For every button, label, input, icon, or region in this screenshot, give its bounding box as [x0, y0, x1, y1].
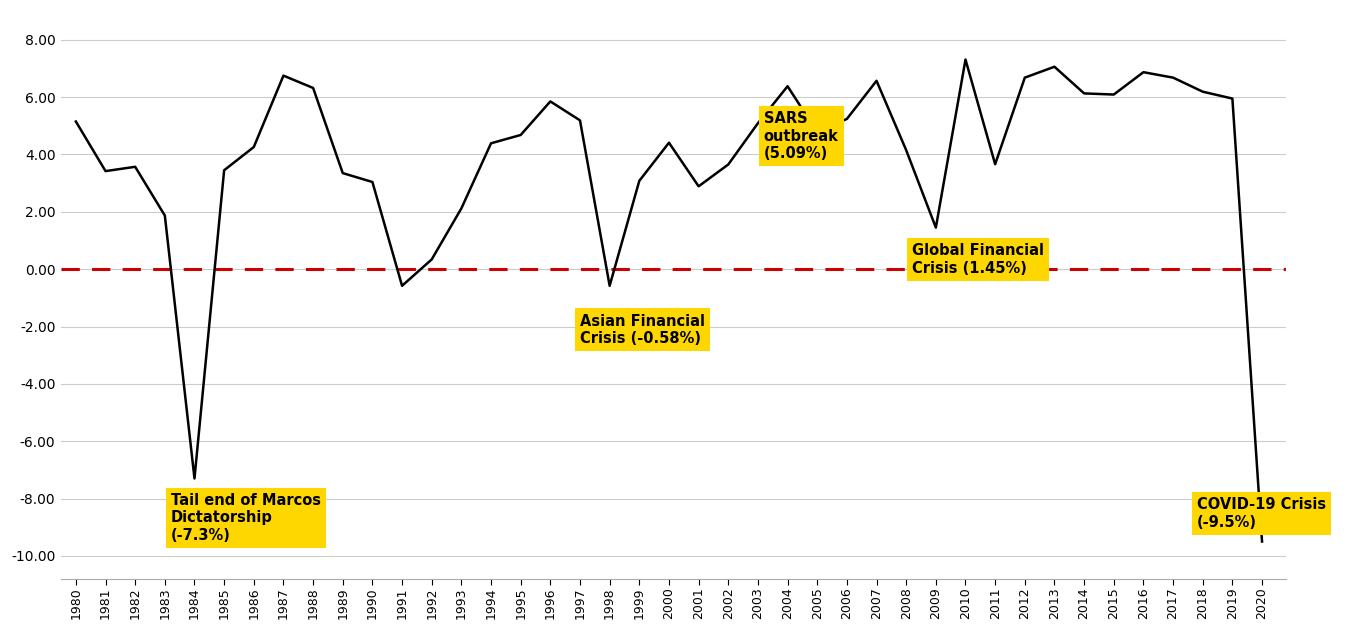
- Text: Asian Financial
Crisis (-0.58%): Asian Financial Crisis (-0.58%): [580, 314, 705, 346]
- Text: Tail end of Marcos
Dictatorship
(-7.3%): Tail end of Marcos Dictatorship (-7.3%): [170, 493, 321, 543]
- Text: Global Financial
Crisis (1.45%): Global Financial Crisis (1.45%): [913, 243, 1044, 276]
- Text: SARS
outbreak
(5.09%): SARS outbreak (5.09%): [764, 111, 838, 161]
- Text: COVID-19 Crisis
(-9.5%): COVID-19 Crisis (-9.5%): [1197, 497, 1326, 529]
